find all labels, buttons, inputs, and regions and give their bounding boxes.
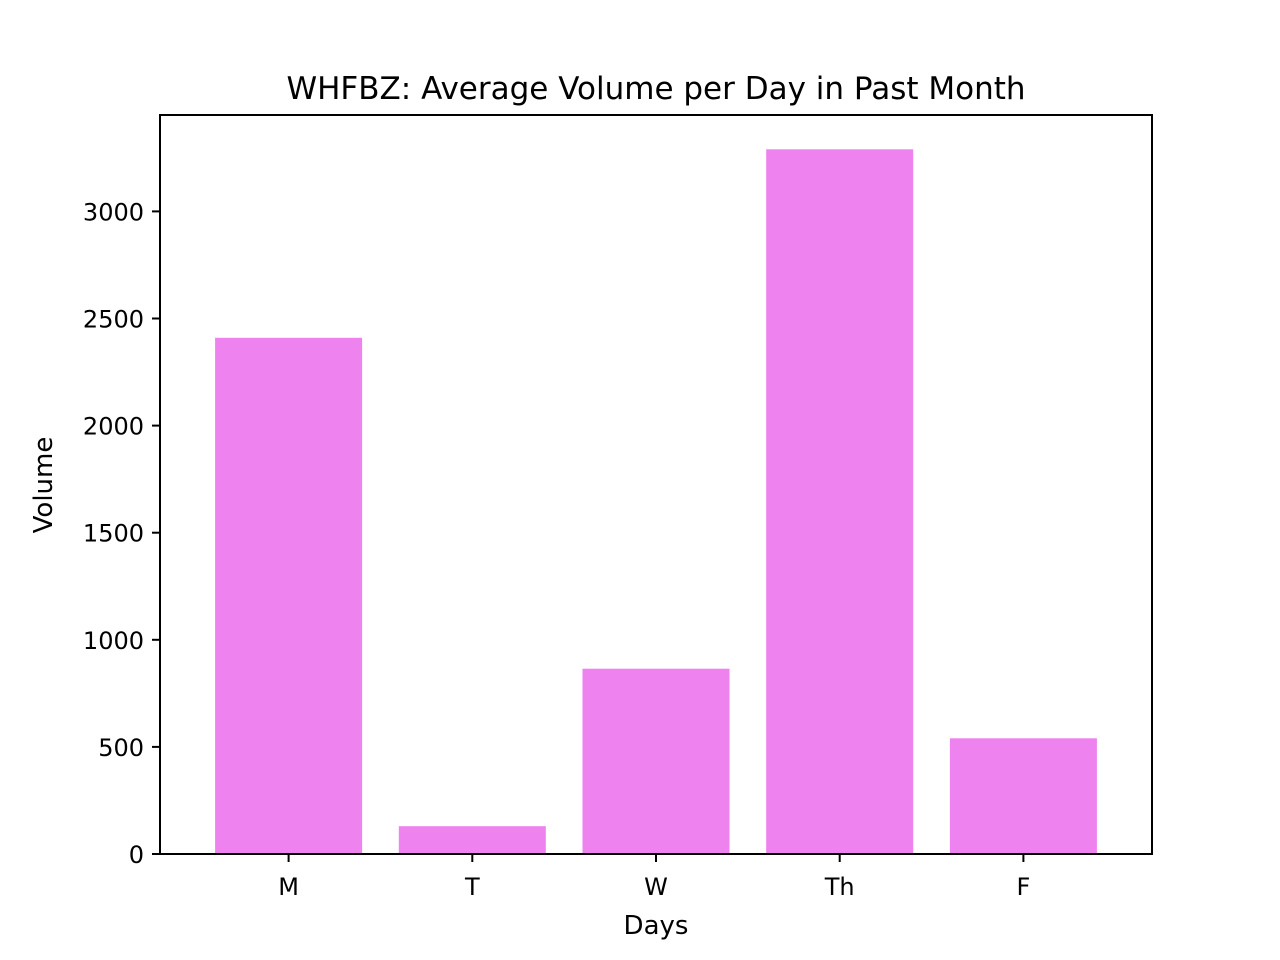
- x-tick-label: M: [278, 873, 299, 901]
- bar-W: [582, 668, 730, 854]
- y-tick-label: 0: [129, 841, 144, 869]
- y-tick-label: 500: [98, 734, 144, 762]
- ticks-layer: M T W Th F 0 500 1000 1500 2000 2500 3000: [83, 198, 1030, 901]
- y-tick-label: 1000: [83, 627, 144, 655]
- bars-layer: [215, 149, 1097, 855]
- x-tick-label: Th: [824, 873, 855, 901]
- bar-M: [215, 337, 363, 854]
- chart-title: WHFBZ: Average Volume per Day in Past Mo…: [286, 71, 1025, 107]
- y-tick-label: 3000: [83, 198, 144, 226]
- bar-F: [949, 738, 1097, 854]
- bar-T: [398, 826, 546, 854]
- plot-frame: [159, 114, 1153, 855]
- y-axis-label: Volume: [29, 437, 59, 534]
- x-tick-label: W: [644, 873, 668, 901]
- y-tick-label: 2000: [83, 413, 144, 441]
- bar-Th: [766, 149, 914, 855]
- x-axis-label: Days: [624, 911, 689, 941]
- y-tick-label: 2500: [83, 306, 144, 334]
- x-tick-label: T: [464, 873, 480, 901]
- y-tick-label: 1500: [83, 520, 144, 548]
- x-tick-label: F: [1016, 873, 1030, 901]
